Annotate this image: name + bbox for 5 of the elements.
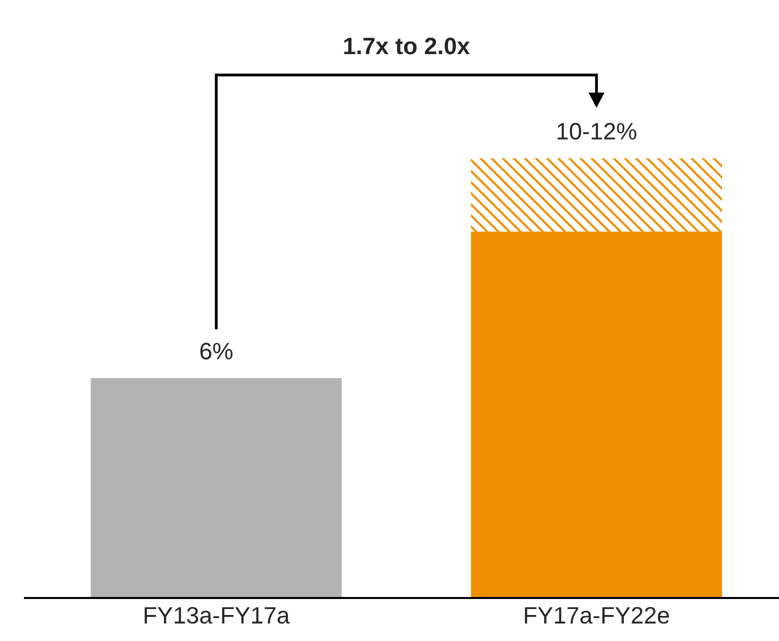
x-tick-label: FY13a-FY17a [144,606,290,624]
text: 1.7x to 2.0x [344,38,470,54]
x-tick-label: FY17a-FY22e [524,606,669,624]
total-label: 10-12% [558,122,636,140]
data-label: 6% [200,342,232,360]
